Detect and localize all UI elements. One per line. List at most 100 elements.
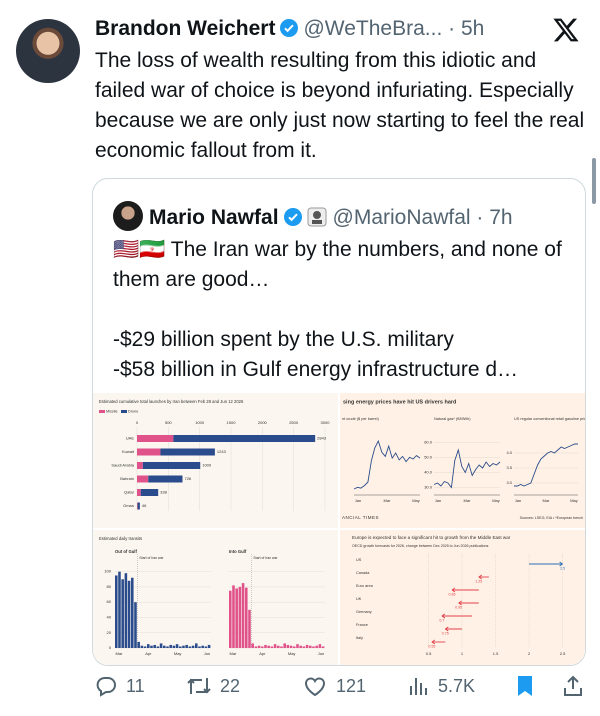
transit-bar (175, 644, 179, 648)
chart-text: 0 (109, 645, 112, 650)
transit-bar (229, 590, 232, 648)
chart-text: 726 (184, 476, 191, 481)
chart-text: 0.95 (455, 605, 462, 609)
chart-text: 1.25 (475, 579, 482, 583)
chart-text: 0.55 (428, 644, 435, 648)
chart-text: Qatar (124, 490, 135, 495)
chart-text: 1000 (195, 420, 205, 425)
panel-title: US regular conventional retail gasoline … (514, 417, 585, 421)
chart-text: 2500 (289, 420, 299, 425)
chart-text: France (356, 623, 368, 627)
transit-bar (182, 645, 185, 648)
transit-bar (302, 646, 306, 648)
media-grid[interactable]: Estimated cumulative total launches by I… (93, 393, 585, 665)
transit-bar (273, 644, 277, 648)
chart-text: 0 (136, 420, 139, 425)
price-line (433, 448, 501, 489)
transit-bar (191, 645, 195, 648)
bookmark-button[interactable] (514, 674, 536, 698)
chart-text: OECD growth forecasts for 2026, change b… (352, 544, 489, 548)
retweet-count: 22 (220, 675, 241, 696)
quote-paragraph: -$29 billion spent by the U.S. military (113, 328, 454, 351)
chart-text: Start of Iran war (139, 556, 164, 560)
author-name[interactable]: Brandon Weichert (95, 17, 276, 40)
chart-text: 1 (461, 651, 464, 656)
transit-bar (299, 645, 302, 648)
transit-bar (198, 646, 201, 648)
transit-bar (296, 644, 299, 648)
chart-text: Mar (384, 498, 392, 503)
chart-text: 0.85 (448, 592, 455, 596)
retweet-button[interactable]: 22 (186, 674, 240, 698)
transit-bar (124, 573, 128, 648)
transit-bar (261, 646, 264, 648)
price-line (514, 443, 578, 487)
transit-bar (143, 646, 147, 648)
chart-text: Into Gulf (229, 549, 247, 554)
quote-card[interactable]: Mario Nawfal @MarioNawfal · 7h 🇺🇸🇮🇷 The I… (92, 178, 586, 666)
chart-text: Jun (204, 651, 210, 656)
chart-text: Bahrain (120, 476, 134, 481)
chart-text: 1.5 (493, 651, 499, 656)
bar-segment (148, 475, 183, 483)
chart-text: 4.0 (506, 450, 512, 455)
transit-bar (169, 644, 172, 648)
transit-bar (309, 645, 312, 648)
media-image[interactable]: Europe is expected to face a significant… (340, 530, 585, 665)
timestamp[interactable]: 5h (460, 17, 485, 40)
transit-bar (204, 646, 208, 648)
x-logo[interactable] (552, 16, 580, 44)
bar-segment (137, 435, 174, 442)
reply-button[interactable]: 11 (94, 674, 145, 698)
chart-text: Estimated cumulative total launches by I… (99, 399, 244, 404)
arrow-head (478, 574, 483, 580)
chart-text: 46 (142, 503, 147, 508)
transit-bar (235, 588, 238, 648)
chart-text: Italy (356, 636, 363, 640)
media-image[interactable]: sing energy prices have hit US drivers h… (340, 393, 585, 528)
affiliate-badge (307, 207, 327, 227)
bar-segment (137, 475, 149, 483)
arrow-head (441, 613, 446, 619)
media-image[interactable]: Estimated daily transits 0 20 40 60 80 100 Out … (93, 530, 338, 665)
image-background (340, 530, 585, 665)
bar-segment (137, 448, 161, 456)
chart-text: 0.5 (426, 651, 432, 656)
chart-text: Kuwait (122, 449, 135, 454)
author-avatar[interactable] (16, 19, 80, 83)
verified-badge (280, 19, 299, 37)
transit-bar (264, 644, 267, 648)
bar-segment (160, 448, 215, 456)
quote-text: 🇺🇸🇮🇷 The Iran war by the numbers, and no… (113, 235, 573, 385)
quote-author[interactable]: Mario Nawfal (149, 206, 279, 229)
chart-text: 40 (107, 615, 112, 620)
transit-bar (312, 646, 315, 648)
quote-avatar[interactable] (113, 201, 143, 231)
transit-bar (315, 645, 318, 648)
like-button[interactable]: 121 (302, 674, 366, 698)
chart-text: Euro area (356, 584, 374, 588)
views-button[interactable]: 5.7K (408, 674, 475, 698)
chart-text: 0.7 (439, 618, 444, 622)
separator: · (448, 17, 456, 40)
chart-text: Germany (356, 610, 372, 614)
scrollbar[interactable] (592, 158, 596, 204)
bar-segment (173, 435, 316, 442)
chart-text: 2843 (317, 436, 327, 441)
author-handle[interactable]: @WeTheBra... (303, 17, 443, 40)
quote-time[interactable]: 7h (489, 206, 513, 229)
like-count: 121 (336, 675, 367, 696)
transit-bar (254, 646, 258, 648)
media-image[interactable]: Estimated cumulative total launches by I… (93, 393, 338, 528)
arrow-head (431, 639, 436, 645)
chart-text: Canada (356, 571, 370, 575)
transit-bar (172, 645, 176, 648)
arrow-head (451, 587, 456, 593)
chart-text: 500 (165, 420, 172, 425)
chart-text: 60.0 (424, 440, 433, 445)
chart-text: Mar (464, 498, 472, 503)
transit-bar (241, 583, 245, 648)
share-button[interactable] (562, 674, 584, 698)
quote-handle[interactable]: @MarioNawfal (332, 206, 471, 229)
chart-text: 100 (104, 569, 111, 574)
